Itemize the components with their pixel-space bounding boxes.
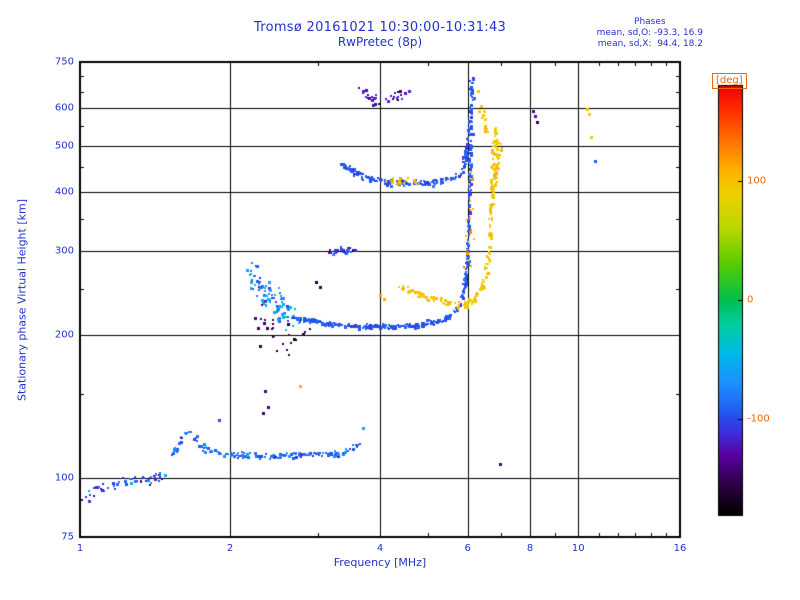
phase-stats-o-mode: mean, sd,O: -93.3, 16.9 bbox=[596, 28, 703, 38]
x-tick-label: 8 bbox=[526, 543, 534, 554]
y-tick-label: 500 bbox=[54, 140, 74, 152]
phase-stats-title: Phases bbox=[634, 17, 666, 27]
x-tick-label: 4 bbox=[376, 543, 384, 554]
x-tick-label: 2 bbox=[226, 543, 234, 554]
x-tick-label: 10 bbox=[571, 543, 585, 554]
y-tick-label: 750 bbox=[54, 56, 74, 68]
y-tick-label: 600 bbox=[54, 102, 74, 114]
x-tick-label: 16 bbox=[673, 543, 687, 554]
y-tick-label: 200 bbox=[54, 329, 74, 341]
x-tick-label: 6 bbox=[464, 543, 471, 554]
chart-title: Tromsø 20161021 10:30:00-10:31:43 bbox=[253, 20, 507, 35]
phase-stats-annotation: Phases mean, sd,O: -93.3, 16.9 mean, sd,… bbox=[597, 17, 703, 50]
colorbar-tick-label: 100 bbox=[747, 175, 767, 187]
y-tick-label: 75 bbox=[61, 531, 74, 543]
x-axis-label: Frequency [MHz] bbox=[333, 556, 427, 569]
colorbar-tick-label: 0 bbox=[747, 294, 754, 306]
colorbar-unit-label: [deg] bbox=[712, 73, 747, 89]
colorbar-tick-label: -100 bbox=[747, 413, 770, 425]
phase-stats-x-mode: mean, sd,X: 94.4, 18.2 bbox=[597, 39, 703, 49]
y-tick-label: 400 bbox=[54, 186, 74, 198]
y-tick-label: 100 bbox=[54, 472, 74, 484]
chart-subtitle: RwPretec (8p) bbox=[337, 35, 423, 49]
y-tick-label: 300 bbox=[54, 245, 74, 257]
y-axis-label: Stationary phase Virtual Height [km] bbox=[15, 198, 29, 402]
x-tick-label: 1 bbox=[76, 543, 84, 554]
